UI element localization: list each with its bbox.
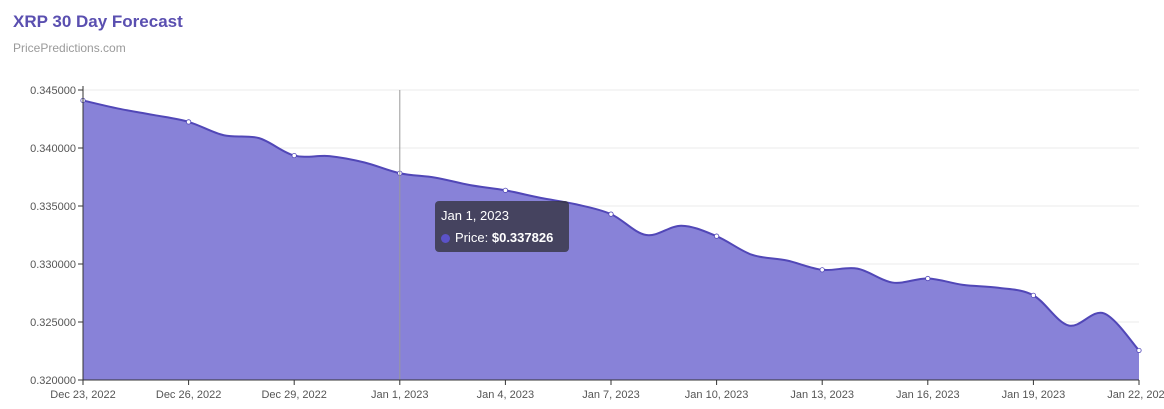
x-tick-label: Jan 7, 2023	[582, 389, 640, 401]
data-point[interactable]	[819, 267, 825, 273]
price-area	[83, 100, 1139, 380]
x-tick-label: Jan 13, 2023	[790, 389, 854, 401]
x-tick-label: Jan 1, 2023	[371, 389, 429, 401]
x-tick-label: Jan 22, 2023	[1107, 389, 1164, 401]
x-tick-label: Jan 16, 2023	[896, 389, 960, 401]
chart-title: XRP 30 Day Forecast	[13, 12, 183, 31]
y-tick-label: 0.320000	[30, 375, 76, 387]
y-tick-label: 0.325000	[30, 317, 76, 329]
data-point[interactable]	[925, 275, 931, 282]
tooltip-label: Price:	[455, 230, 489, 245]
x-axis-ticks: Dec 23, 2022 Dec 26, 2022 Dec 29, 2022 Jan …	[50, 380, 1164, 401]
data-point[interactable]	[1136, 347, 1142, 354]
x-tick-label: Jan 4, 2023	[477, 389, 535, 401]
data-point[interactable]	[1030, 292, 1037, 298]
data-point[interactable]	[291, 152, 297, 159]
x-tick-label: Dec 29, 2022	[261, 389, 326, 401]
series-dot-icon	[441, 234, 450, 243]
x-tick-label: Jan 10, 2023	[685, 389, 749, 401]
price-tooltip: Jan 1, 2023 Price: $0.337826	[435, 201, 569, 252]
y-axis-ticks: 0.345000 0.340000 0.335000 0.330000 0.325000…	[30, 85, 83, 387]
x-tick-label: Jan 19, 2023	[1002, 389, 1066, 401]
data-point[interactable]	[608, 211, 614, 217]
tooltip-row: Price: $0.337826	[441, 230, 563, 246]
x-tick-label: Dec 26, 2022	[156, 389, 221, 401]
tooltip-date: Jan 1, 2023	[441, 208, 509, 223]
y-tick-label: 0.340000	[30, 143, 76, 155]
y-tick-label: 0.330000	[30, 259, 76, 271]
data-point[interactable]	[502, 187, 508, 193]
data-point[interactable]	[186, 119, 192, 125]
data-point[interactable]	[713, 233, 720, 239]
y-tick-label: 0.345000	[30, 85, 76, 97]
tooltip-value: $0.337826	[491, 230, 554, 245]
x-tick-label: Dec 23, 2022	[50, 389, 115, 401]
y-tick-label: 0.335000	[30, 201, 76, 213]
chart-subtitle: PricePredictions.com	[13, 41, 126, 55]
data-points[interactable]	[80, 97, 1142, 354]
